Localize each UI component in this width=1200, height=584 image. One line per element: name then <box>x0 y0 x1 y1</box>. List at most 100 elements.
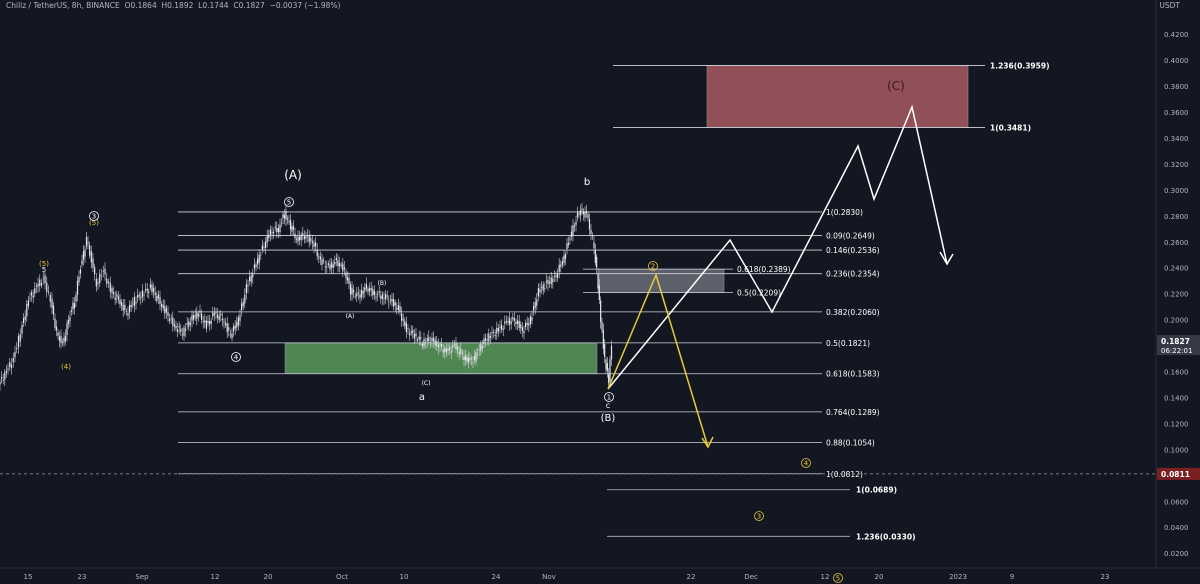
candle-body <box>563 255 565 264</box>
circled-wave-icon-yellow <box>648 261 658 271</box>
fib-label-target: 1(0.3481) <box>990 123 1031 132</box>
candle-body <box>542 284 544 291</box>
candle-body <box>111 288 113 293</box>
candle-body <box>460 348 462 354</box>
candle-body <box>585 211 588 214</box>
candle-body <box>202 320 204 323</box>
candle-body <box>547 280 549 285</box>
circled-wave-label: 5 <box>287 199 291 207</box>
candle-body <box>159 297 161 305</box>
candle-body <box>154 292 156 296</box>
candle-body <box>549 281 551 284</box>
y-tick-label: 0.3200 <box>1164 161 1189 169</box>
candle-body <box>97 282 99 284</box>
candle-body <box>567 242 570 245</box>
marker-price-badge <box>1157 467 1200 480</box>
candle-body <box>537 287 539 297</box>
candle-body <box>431 337 433 342</box>
candle-body <box>82 251 85 260</box>
candle-body <box>245 284 247 294</box>
candle-body <box>75 294 77 302</box>
candle-body <box>153 287 155 293</box>
fib-label: 1(0.0812) <box>826 470 863 479</box>
candle-body <box>9 361 11 367</box>
candle-body <box>47 291 50 293</box>
candle-body <box>345 272 347 279</box>
ohlc-readout: O0.1864 H0.1892 L0.1744 C0.1827 −0.0037 … <box>124 1 341 10</box>
candle-body <box>385 294 387 300</box>
candle-body <box>449 346 451 351</box>
circled-wave-icon-yellow <box>754 511 764 521</box>
candle-body <box>332 264 334 269</box>
candle-body <box>294 233 296 239</box>
candle-body <box>308 235 310 243</box>
candle-body <box>138 294 140 297</box>
candle-body <box>35 286 37 287</box>
candle-body <box>188 321 190 327</box>
candle-body <box>269 229 271 235</box>
candle-body <box>410 331 412 334</box>
candle-body <box>288 221 290 223</box>
candle-body <box>21 325 23 334</box>
candle-body <box>373 290 375 295</box>
candle-body <box>305 236 307 239</box>
candle-body <box>558 264 560 272</box>
candle-body <box>444 347 446 352</box>
circled-wave-icon <box>284 197 294 207</box>
candle-body <box>255 264 257 267</box>
candle-body <box>573 225 576 227</box>
candle-body <box>467 357 470 363</box>
wave-label-white: (B) <box>378 280 387 287</box>
fib-label: 0.09(0.2649) <box>826 231 875 240</box>
wave-label-white: b <box>584 177 590 188</box>
candle-body <box>127 313 129 316</box>
candle-body <box>493 332 495 333</box>
candle-body <box>356 293 358 297</box>
candle-body <box>226 323 228 333</box>
candle-body <box>26 304 28 317</box>
candle-body <box>34 288 36 294</box>
fib-label: 0.88(0.1054) <box>826 438 875 447</box>
x-tick-label: Nov <box>542 573 556 581</box>
candle-body <box>381 294 383 299</box>
candle-body <box>472 362 474 364</box>
y-tick-label: 0.0600 <box>1164 498 1189 506</box>
candle-body <box>447 348 449 351</box>
candle-body <box>54 318 56 328</box>
candle-body <box>453 343 455 345</box>
candle-body <box>231 333 233 339</box>
candle-body <box>550 277 552 285</box>
candle-body <box>106 278 108 284</box>
candle-body <box>72 302 74 310</box>
candle-body <box>285 211 287 220</box>
candle-body <box>342 263 344 272</box>
candle-body <box>60 335 62 344</box>
candle-body <box>107 281 110 284</box>
candle-body <box>442 349 444 353</box>
x-tick-label: 22 <box>687 573 696 581</box>
candle-body <box>357 292 359 294</box>
candle-body <box>1 376 3 379</box>
candle-body <box>282 213 284 218</box>
candle-body <box>388 301 390 303</box>
candle-body <box>582 210 585 215</box>
candle-body <box>279 224 281 233</box>
candle-body <box>89 244 91 256</box>
candle-body <box>70 310 73 312</box>
candle-body <box>212 312 214 317</box>
marker-price-value: 0.0811 <box>1161 470 1190 479</box>
candle-body <box>133 297 135 306</box>
candle-body <box>66 323 68 336</box>
candle-body <box>437 344 439 348</box>
candle-body <box>364 287 366 292</box>
candle-body <box>258 254 260 263</box>
candle-body <box>23 318 25 323</box>
wave-label-white: (C) <box>422 380 431 387</box>
white-projection-arrowhead <box>939 251 954 266</box>
candle-body <box>244 294 246 304</box>
candle-body <box>265 241 267 248</box>
candle-body <box>73 303 76 309</box>
candle-body <box>297 236 299 242</box>
